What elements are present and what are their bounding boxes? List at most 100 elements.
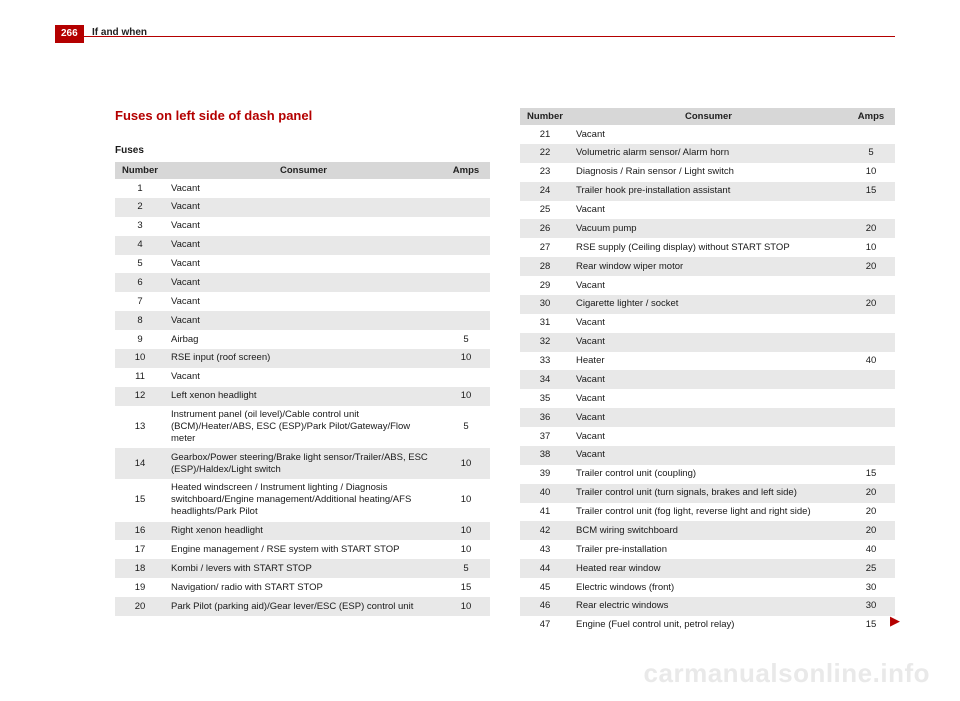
cell-consumer: Navigation/ radio with START STOP xyxy=(165,578,442,597)
cell-consumer: Vacant xyxy=(165,179,442,198)
cell-consumer: Vacant xyxy=(165,255,442,274)
col-number: Number xyxy=(520,108,570,125)
cell-number: 39 xyxy=(520,465,570,484)
table-row: 30Cigarette lighter / socket20 xyxy=(520,295,895,314)
cell-amps xyxy=(442,236,490,255)
cell-number: 20 xyxy=(115,597,165,616)
table-row: 5Vacant xyxy=(115,255,490,274)
cell-amps: 10 xyxy=(847,163,895,182)
cell-amps: 10 xyxy=(847,238,895,257)
cell-amps xyxy=(442,179,490,198)
cell-number: 8 xyxy=(115,311,165,330)
cell-consumer: Vacant xyxy=(570,370,847,389)
cell-number: 15 xyxy=(115,479,165,522)
cell-amps: 10 xyxy=(442,387,490,406)
table-row: 19Navigation/ radio with START STOP15 xyxy=(115,578,490,597)
col-consumer: Consumer xyxy=(570,108,847,125)
cell-consumer: Park Pilot (parking aid)/Gear lever/ESC … xyxy=(165,597,442,616)
cell-amps: 10 xyxy=(442,540,490,559)
table-row: 16Right xenon headlight10 xyxy=(115,522,490,541)
cell-number: 17 xyxy=(115,540,165,559)
cell-amps: 40 xyxy=(847,540,895,559)
cell-consumer: BCM wiring switchboard xyxy=(570,521,847,540)
cell-number: 42 xyxy=(520,521,570,540)
col-consumer: Consumer xyxy=(165,162,442,179)
cell-number: 12 xyxy=(115,387,165,406)
cell-consumer: Gearbox/Power steering/Brake light senso… xyxy=(165,448,442,479)
col-number: Number xyxy=(115,162,165,179)
table-row: 35Vacant xyxy=(520,389,895,408)
cell-consumer: Vacant xyxy=(165,311,442,330)
table-row: 47Engine (Fuel control unit, petrol rela… xyxy=(520,616,895,635)
cell-amps: 30 xyxy=(847,578,895,597)
cell-number: 33 xyxy=(520,352,570,371)
cell-consumer: Vacant xyxy=(570,446,847,465)
cell-amps xyxy=(847,389,895,408)
table-row: 8Vacant xyxy=(115,311,490,330)
cell-consumer: Electric windows (front) xyxy=(570,578,847,597)
cell-amps: 20 xyxy=(847,484,895,503)
table-row: 2Vacant xyxy=(115,198,490,217)
cell-amps: 20 xyxy=(847,503,895,522)
cell-amps: 5 xyxy=(442,559,490,578)
cell-amps xyxy=(442,368,490,387)
cell-number: 41 xyxy=(520,503,570,522)
cell-consumer: Airbag xyxy=(165,330,442,349)
fuse-table-left: Number Consumer Amps 1Vacant2Vacant3Vaca… xyxy=(115,162,490,616)
table-row: 10RSE input (roof screen)10 xyxy=(115,349,490,368)
table-row: 36Vacant xyxy=(520,408,895,427)
col-amps: Amps xyxy=(847,108,895,125)
cell-consumer: Instrument panel (oil level)/Cable contr… xyxy=(165,406,442,449)
cell-number: 24 xyxy=(520,182,570,201)
cell-consumer: RSE input (roof screen) xyxy=(165,349,442,368)
cell-amps xyxy=(847,427,895,446)
table-row: 15Heated windscreen / Instrument lightin… xyxy=(115,479,490,522)
cell-consumer: Left xenon headlight xyxy=(165,387,442,406)
right-column: Number Consumer Amps 21Vacant22Volumetri… xyxy=(520,108,895,635)
cell-amps: 15 xyxy=(847,616,895,635)
cell-consumer: Vacant xyxy=(165,273,442,292)
cell-number: 22 xyxy=(520,144,570,163)
cell-consumer: RSE supply (Ceiling display) without STA… xyxy=(570,238,847,257)
fuse-table-right: Number Consumer Amps 21Vacant22Volumetri… xyxy=(520,108,895,635)
cell-amps xyxy=(847,201,895,220)
table-row: 31Vacant xyxy=(520,314,895,333)
cell-consumer: Vacant xyxy=(570,125,847,144)
cell-amps xyxy=(442,273,490,292)
left-column: Fuses on left side of dash panel Fuses N… xyxy=(115,108,490,635)
cell-consumer: Trailer control unit (turn signals, brak… xyxy=(570,484,847,503)
table-row: 9Airbag5 xyxy=(115,330,490,349)
table-row: 12Left xenon headlight10 xyxy=(115,387,490,406)
table-row: 45Electric windows (front)30 xyxy=(520,578,895,597)
section-title: Fuses on left side of dash panel xyxy=(115,108,490,123)
cell-amps: 5 xyxy=(847,144,895,163)
continue-arrow-icon: ▶ xyxy=(890,613,900,629)
table-row: 20Park Pilot (parking aid)/Gear lever/ES… xyxy=(115,597,490,616)
cell-consumer: Volumetric alarm sensor/ Alarm horn xyxy=(570,144,847,163)
cell-amps xyxy=(847,408,895,427)
cell-number: 47 xyxy=(520,616,570,635)
cell-consumer: Diagnosis / Rain sensor / Light switch xyxy=(570,163,847,182)
cell-amps xyxy=(847,333,895,352)
cell-number: 45 xyxy=(520,578,570,597)
cell-amps: 10 xyxy=(442,448,490,479)
cell-amps: 20 xyxy=(847,295,895,314)
table-row: 22Volumetric alarm sensor/ Alarm horn5 xyxy=(520,144,895,163)
table-row: 13Instrument panel (oil level)/Cable con… xyxy=(115,406,490,449)
cell-number: 4 xyxy=(115,236,165,255)
subtitle: Fuses xyxy=(115,145,490,156)
cell-consumer: Vacant xyxy=(165,368,442,387)
cell-number: 30 xyxy=(520,295,570,314)
table-row: 25Vacant xyxy=(520,201,895,220)
table-row: 6Vacant xyxy=(115,273,490,292)
cell-number: 21 xyxy=(520,125,570,144)
table-row: 29Vacant xyxy=(520,276,895,295)
cell-amps: 15 xyxy=(847,465,895,484)
cell-number: 14 xyxy=(115,448,165,479)
table-row: 40Trailer control unit (turn signals, br… xyxy=(520,484,895,503)
cell-amps: 10 xyxy=(442,349,490,368)
table-row: 1Vacant xyxy=(115,179,490,198)
cell-consumer: Trailer control unit (coupling) xyxy=(570,465,847,484)
table-row: 33Heater40 xyxy=(520,352,895,371)
cell-amps: 20 xyxy=(847,257,895,276)
